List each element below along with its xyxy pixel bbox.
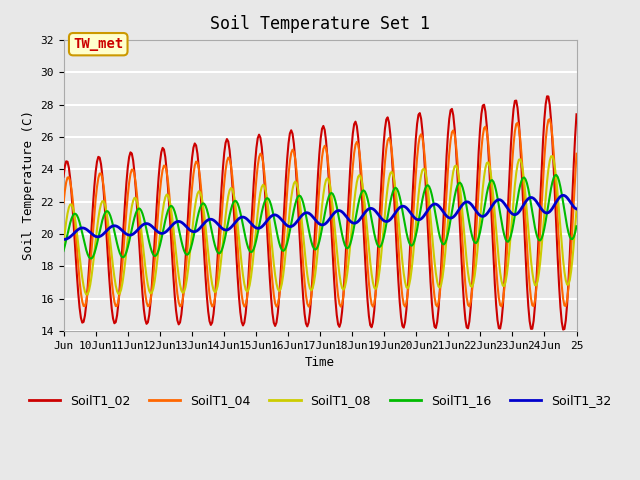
X-axis label: Time: Time bbox=[305, 356, 335, 369]
Title: Soil Temperature Set 1: Soil Temperature Set 1 bbox=[210, 15, 430, 33]
Y-axis label: Soil Temperature (C): Soil Temperature (C) bbox=[22, 110, 35, 261]
Text: TW_met: TW_met bbox=[73, 37, 124, 51]
Legend: SoilT1_02, SoilT1_04, SoilT1_08, SoilT1_16, SoilT1_32: SoilT1_02, SoilT1_04, SoilT1_08, SoilT1_… bbox=[24, 389, 616, 412]
